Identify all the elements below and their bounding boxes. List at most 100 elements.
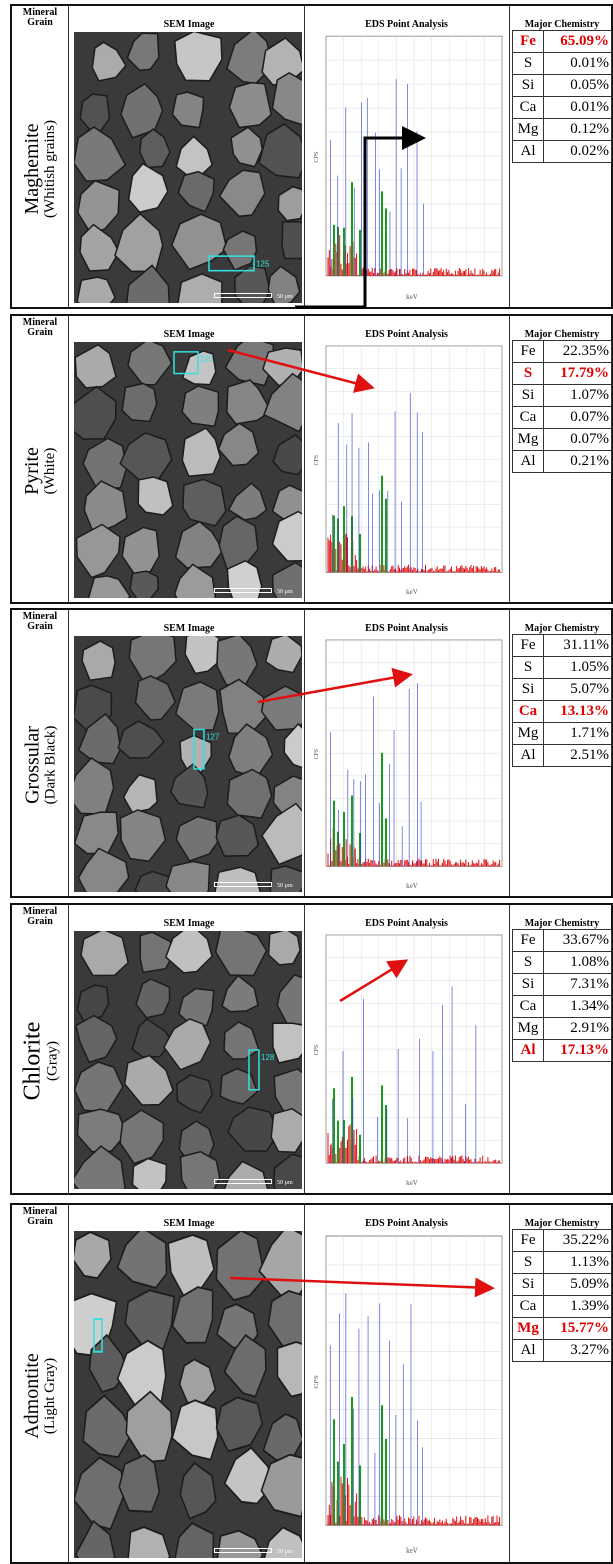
sem-image: 128 50 µm	[74, 931, 302, 1189]
x-axis-label: keV	[406, 1545, 418, 1555]
mineral-grain-particle	[223, 1446, 273, 1505]
mineral-grain-particle	[181, 385, 220, 428]
mineral-grain-particle	[228, 81, 273, 129]
chemistry-row: S 1.13%	[512, 1251, 612, 1274]
mineral-grain-particle	[175, 815, 219, 862]
mineral-grain-particle	[74, 1231, 112, 1280]
grain-name: Pyrite	[21, 447, 43, 495]
mineral-grain-particle	[273, 1153, 302, 1189]
element-symbol: Ca	[512, 96, 544, 119]
eds-spectrum: keV CPS	[312, 1231, 508, 1558]
mineral-grain-particle	[177, 273, 223, 303]
mineral-grain-particle	[221, 974, 259, 1013]
mineral-grain-particle	[281, 221, 302, 260]
column-divider	[304, 6, 305, 307]
grain-description: (Gray)	[44, 1041, 60, 1081]
sem-image: 125 50 µm	[74, 342, 302, 598]
grain-description: (Whitish grains)	[42, 119, 58, 218]
element-percent: 65.09%	[543, 30, 612, 53]
eds-spectrum: keV CPS	[312, 636, 508, 892]
header-eds-point-analysis: EDS Point Analysis	[365, 918, 448, 929]
analysis-spot-label: 125	[200, 355, 214, 364]
mineral-grain-particle	[79, 223, 120, 272]
column-divider	[68, 6, 69, 307]
chemistry-row: Ca 13.13%	[512, 700, 612, 723]
mineral-grain-particle	[267, 265, 301, 303]
scale-bar-label: 50 µm	[277, 294, 293, 300]
mineral-grain-particle	[116, 1231, 168, 1289]
y-axis-label: CPS	[314, 455, 320, 465]
mineral-grain-particle	[178, 987, 215, 1027]
mineral-grain-particle	[215, 1396, 264, 1453]
sem-image: 50 µm	[74, 1231, 302, 1558]
element-symbol: Mg	[512, 118, 544, 141]
mineral-grain-particle	[77, 712, 122, 765]
mineral-grain-particle	[270, 1108, 302, 1153]
mineral-grain-particle	[269, 865, 302, 892]
mineral-grain-particle	[128, 636, 177, 687]
element-symbol: Al	[512, 140, 544, 163]
element-percent: 0.05%	[543, 74, 612, 97]
chemistry-row: Al 17.13%	[512, 1039, 612, 1062]
grain-label: Admontite (Light Gray)	[12, 1229, 68, 1562]
element-symbol: Al	[512, 744, 544, 767]
element-symbol: Al	[512, 1339, 544, 1362]
element-symbol: Ca	[512, 406, 544, 429]
element-percent: 35.22%	[543, 1229, 612, 1252]
eds-spectrum: keV CPS	[312, 342, 508, 598]
eds-spectrum: keV CPS	[312, 931, 508, 1189]
scale-bar-label: 50 µm	[277, 1180, 293, 1186]
mineral-grain-particle	[214, 866, 262, 892]
analysis-spot-box	[208, 255, 255, 272]
header-major-chemistry: Major Chemistry	[524, 329, 600, 340]
column-divider	[304, 905, 305, 1193]
scale-bar	[214, 882, 272, 887]
element-percent: 5.07%	[543, 678, 612, 701]
eds-spectrum: keV CPS	[312, 32, 508, 303]
mineral-grain-particle	[217, 422, 260, 467]
chemistry-row: Mg 2.91%	[512, 1017, 612, 1040]
mineral-grain-particle	[276, 1340, 302, 1398]
element-symbol: Fe	[512, 340, 544, 363]
element-symbol: Si	[512, 74, 544, 97]
mineral-grain-particle	[174, 681, 220, 731]
grain-name: Grossular	[21, 726, 43, 804]
mineral-grain-particle	[227, 482, 268, 521]
mineral-grain-particle	[81, 640, 116, 682]
mineral-grain-particle	[80, 931, 130, 977]
element-percent: 5.09%	[543, 1273, 612, 1296]
sem-image: 125 50 µm	[74, 32, 302, 303]
element-symbol: S	[512, 362, 544, 385]
column-divider	[509, 610, 510, 896]
mineral-grain-particle	[271, 510, 302, 562]
mineral-grain-particle	[138, 128, 171, 169]
mineral-grain-particle	[127, 342, 173, 386]
element-percent: 17.13%	[543, 1039, 612, 1062]
mineral-grain-particle	[227, 1106, 280, 1152]
column-divider	[509, 1205, 510, 1562]
mineral-grain-particle	[214, 931, 268, 977]
grain-name: Maghemite	[21, 122, 43, 215]
mineral-grain-particle	[82, 1394, 134, 1459]
mineral-grain-particle	[135, 978, 171, 1019]
mineral-grain-particle	[74, 1014, 118, 1064]
grain-description: (Dark Black)	[42, 725, 58, 805]
element-symbol: Si	[512, 1273, 544, 1296]
column-divider	[509, 6, 510, 307]
chemistry-row: Fe 31.11%	[512, 634, 612, 657]
mineral-grain-particle	[184, 636, 227, 675]
chemistry-row: Fe 22.35%	[512, 340, 612, 363]
element-percent: 0.21%	[543, 450, 612, 473]
mineral-grain-particle	[165, 860, 211, 892]
chemistry-row: Si 5.07%	[512, 678, 612, 701]
grain-label: Pyrite (White)	[12, 340, 68, 602]
grain-name: Admontite	[21, 1352, 44, 1439]
element-percent: 3.27%	[543, 1339, 612, 1362]
mineral-grain-particle	[137, 476, 174, 516]
mineral-grain-particle	[121, 382, 158, 423]
scale-bar	[214, 1179, 272, 1184]
scale-bar	[214, 1548, 272, 1553]
header-mineral-grain: Mineral Grain	[22, 906, 58, 927]
grain-label: Grossular (Dark Black)	[12, 634, 68, 896]
mineral-grain-particle	[179, 1461, 217, 1520]
